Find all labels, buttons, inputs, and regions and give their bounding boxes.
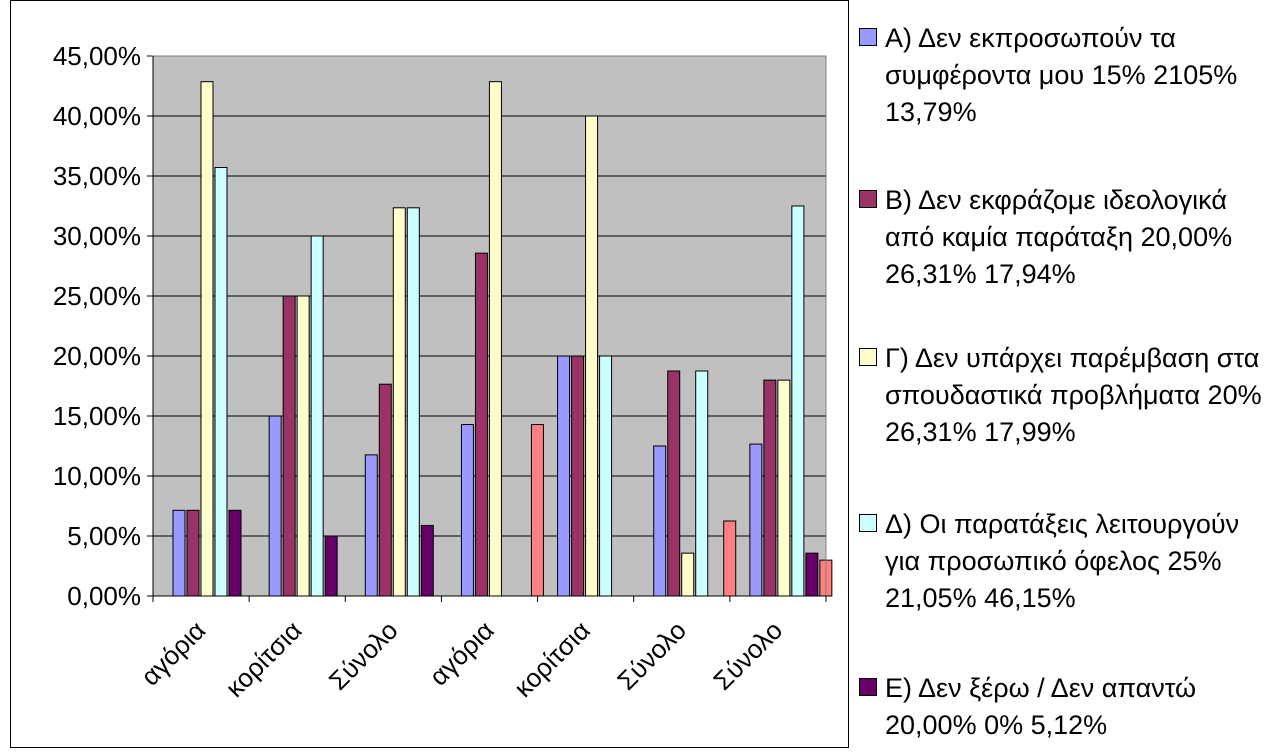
bar [268, 415, 282, 597]
y-tick-label: 10,00% [53, 461, 141, 491]
y-tick-label: 5,00% [67, 521, 141, 551]
bar [488, 81, 502, 597]
bar [420, 524, 434, 597]
bar [681, 552, 695, 597]
bar [585, 115, 599, 597]
x-tick-label: Σύνολο [323, 615, 404, 696]
legend-label-c: Γ) Δεν υπάρχει παρέμβαση στα σπουδαστικά… [885, 343, 1262, 447]
legend-swatch-e [859, 678, 877, 696]
y-tick-label: 35,00% [53, 161, 141, 191]
bar [200, 81, 214, 597]
x-tick-label: κορίτσια [508, 615, 596, 703]
x-tick-label: αγόρια [423, 615, 499, 691]
bar [557, 355, 571, 597]
bar [378, 383, 392, 597]
x-tick-label: κορίτσια [219, 615, 307, 703]
bar [172, 509, 186, 597]
bar [186, 509, 200, 597]
bar [282, 295, 296, 597]
y-tick-label: 25,00% [53, 281, 141, 311]
legend-swatch-a [859, 28, 877, 46]
y-tick-label: 45,00% [53, 41, 141, 71]
y-tick-label: 30,00% [53, 221, 141, 251]
bar [695, 370, 709, 597]
legend-swatch-b [859, 190, 877, 208]
bar [763, 379, 777, 597]
legend-swatch-d [859, 514, 877, 532]
legend-label-b: Β) Δεν εκφράζομε ιδεολογικά από καμία πα… [885, 185, 1233, 289]
bar [530, 424, 544, 597]
bar [460, 424, 474, 597]
y-tick-label: 20,00% [53, 341, 141, 371]
bar [667, 370, 681, 597]
bar [310, 235, 324, 597]
x-tick-label: Σύνολο [611, 615, 692, 696]
legend: Α) Δεν εκπροσωπούν τα συμφέροντα μου 15%… [848, 0, 1276, 748]
bar [653, 445, 667, 597]
bar [571, 355, 585, 597]
legend-label-e: Ε) Δεν ξέρω / Δεν απαντώ 20,00% 0% 5,12% [885, 673, 1197, 740]
bar [791, 205, 805, 597]
bar [474, 252, 488, 597]
y-tick-label: 40,00% [53, 101, 141, 131]
bar [749, 443, 763, 597]
bar [228, 509, 242, 597]
bar [723, 520, 737, 597]
bar [392, 207, 406, 597]
bar [406, 207, 420, 597]
x-tick-label: Σύνολο [707, 615, 788, 696]
bar [214, 166, 228, 597]
x-tick-label: αγόρια [135, 615, 211, 691]
bar [599, 355, 613, 597]
plot-area: 0,00% 5,00% 10,00% 15,00% 20,00% 25,00% 30,00%… [53, 41, 833, 703]
legend-label-d: Δ) Οι παρατάξεις λειτουργούν για προσωπι… [885, 509, 1240, 613]
bar [364, 454, 378, 597]
y-tick-label: 15,00% [53, 401, 141, 431]
legend-label-a: Α) Δεν εκπροσωπούν τα συμφέροντα μου 15%… [885, 23, 1238, 127]
legend-swatch-c [859, 348, 877, 366]
bar-chart: 0,00% 5,00% 10,00% 15,00% 20,00% 25,00% 30,00%… [53, 41, 833, 703]
bar [296, 295, 310, 597]
bar [777, 379, 791, 597]
bar [805, 552, 819, 597]
bar [324, 535, 338, 597]
y-tick-label: 0,00% [67, 581, 141, 611]
